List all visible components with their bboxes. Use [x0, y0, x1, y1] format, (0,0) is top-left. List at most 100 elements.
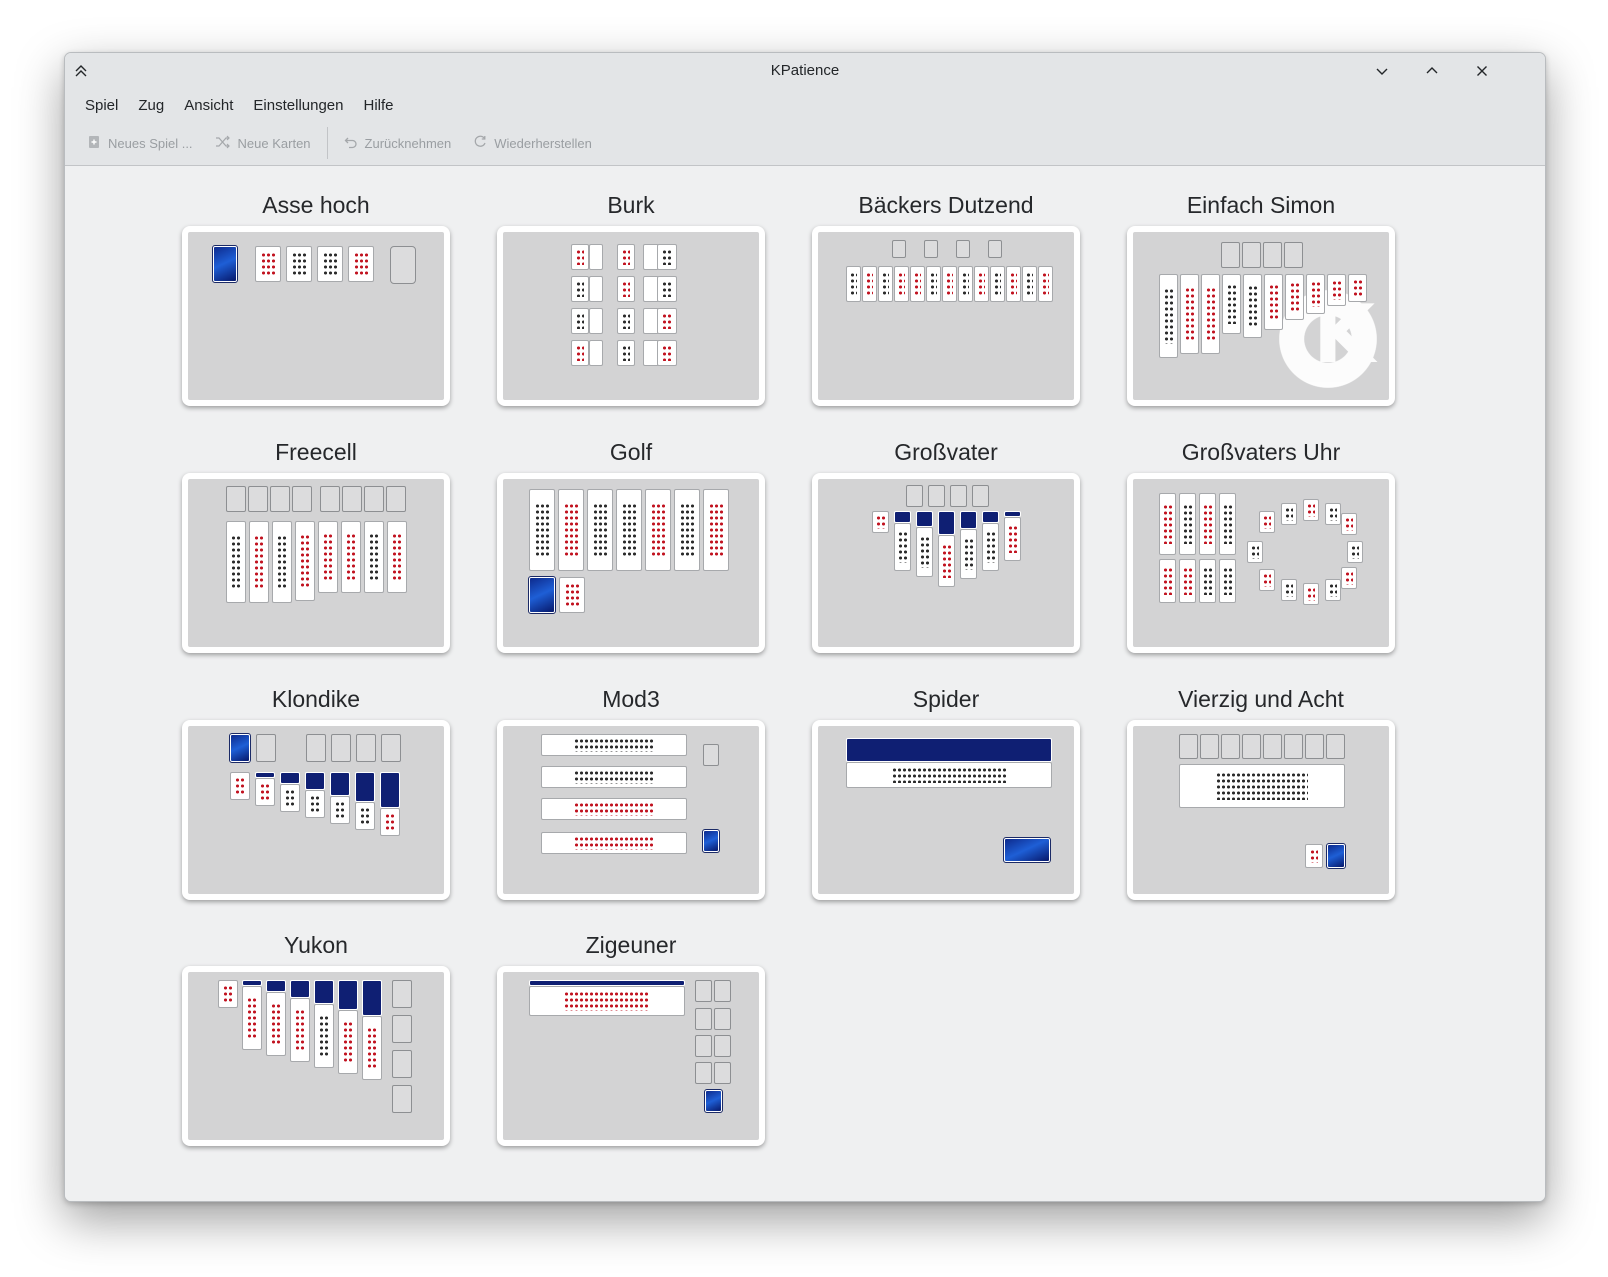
game-tile-freecell[interactable]: Freecell: [182, 437, 450, 653]
game-tile-vierzig-und-acht[interactable]: Vierzig und Acht: [1127, 684, 1395, 900]
game-tile-baeckers-dutzend[interactable]: Bäckers Dutzend: [812, 190, 1080, 406]
card-column: [1179, 493, 1196, 555]
foundation-slot: [1284, 242, 1303, 268]
card-column: [1219, 559, 1236, 603]
stock-card: [229, 733, 251, 763]
card-row: [846, 762, 1052, 788]
card-column: [894, 266, 909, 302]
foundation-slot: [714, 980, 731, 1002]
undo-button[interactable]: Zurücknehmen: [336, 131, 460, 156]
face-down-stack: [314, 980, 334, 1004]
free-cell-slot: [270, 486, 290, 512]
card: [571, 340, 589, 366]
clock-card: [1259, 569, 1275, 591]
game-preview: [1127, 720, 1395, 900]
stock-card: [704, 1089, 723, 1113]
new-game-button[interactable]: Neues Spiel ...: [79, 131, 201, 156]
card-column: [249, 521, 269, 603]
card-row: [541, 832, 687, 854]
game-tile-spider[interactable]: Spider: [812, 684, 1080, 900]
card-column: [1199, 559, 1216, 603]
card-column: [314, 1004, 334, 1068]
face-down-stack: [255, 772, 275, 778]
card-column: [1159, 559, 1176, 603]
stock-card: [528, 576, 556, 614]
stock-card: [212, 245, 238, 283]
foundation-slot: [392, 1050, 412, 1078]
menu-spiel[interactable]: Spiel: [85, 96, 119, 114]
foundation-slot: [1221, 242, 1240, 268]
game-preview: [497, 720, 765, 900]
card-row: [541, 798, 687, 820]
card-column: [1159, 274, 1178, 358]
game-tile-grossvater[interactable]: Großvater: [812, 437, 1080, 653]
game-tile-klondike[interactable]: Klondike: [182, 684, 450, 900]
close-icon[interactable]: [1468, 57, 1496, 85]
game-preview: [812, 473, 1080, 653]
game-title: Einfach Simon: [1186, 192, 1336, 218]
card: [571, 276, 589, 302]
minimize-icon[interactable]: [1368, 57, 1396, 85]
menu-hilfe[interactable]: Hilfe: [363, 96, 394, 114]
empty-slot: [703, 744, 719, 766]
game-title: Zigeuner: [585, 932, 677, 958]
menu-einstellungen[interactable]: Einstellungen: [253, 96, 344, 114]
clock-card: [1341, 567, 1357, 589]
foundation-slot: [331, 734, 351, 762]
foundation-slot: [392, 980, 412, 1008]
card: [330, 796, 350, 824]
card: [380, 808, 400, 836]
card-column: [1199, 493, 1216, 555]
waste-slot: [256, 734, 276, 762]
card-column: [960, 529, 977, 579]
game-tile-grossvaters-uhr[interactable]: Großvaters Uhr: [1127, 437, 1395, 653]
clock-card: [1281, 503, 1297, 525]
card: [571, 244, 589, 270]
foundation-slot: [1221, 734, 1240, 759]
kpatience-window: KPatience Spiel Zug Ansicht Einstellunge…: [64, 52, 1546, 1202]
card-column: [990, 266, 1005, 302]
game-title: Großvaters Uhr: [1181, 439, 1341, 465]
game-preview: [1127, 473, 1395, 653]
new-cards-button[interactable]: Neue Karten: [207, 131, 319, 156]
face-down-stack: [305, 772, 325, 790]
redo-label: Wiederherstellen: [494, 135, 592, 151]
waste-card: [559, 577, 585, 613]
redo-button[interactable]: Wiederherstellen: [465, 131, 600, 156]
card-column: [1222, 274, 1241, 334]
game-tile-einfach-simon[interactable]: Einfach Simon: [1127, 190, 1395, 406]
card-column: [674, 489, 700, 571]
card-column: [1004, 517, 1021, 561]
game-title: Asse hoch: [262, 192, 370, 218]
clock-card: [1303, 583, 1319, 605]
menu-ansicht[interactable]: Ansicht: [184, 96, 234, 114]
card: [657, 340, 677, 366]
maximize-icon[interactable]: [1418, 57, 1446, 85]
foundation-slot: [1305, 734, 1324, 759]
game-tile-zigeuner[interactable]: Zigeuner: [497, 930, 765, 1146]
game-tile-burk[interactable]: Burk: [497, 190, 765, 406]
window-menu-icon[interactable]: [67, 57, 95, 85]
card: [657, 244, 677, 270]
empty-slot: [390, 246, 416, 284]
game-tile-mod3[interactable]: Mod3: [497, 684, 765, 900]
face-down-stack: [894, 511, 911, 523]
game-title: Yukon: [284, 932, 348, 958]
game-preview: [497, 966, 765, 1146]
face-down-stacks: [529, 980, 685, 986]
card-column: [266, 992, 286, 1056]
card-column: [1022, 266, 1037, 302]
card-column: [1285, 274, 1304, 320]
menu-zug[interactable]: Zug: [138, 96, 165, 114]
game-tile-yukon[interactable]: Yukon: [182, 930, 450, 1146]
face-down-stack: [960, 511, 977, 529]
game-tile-asse-hoch[interactable]: Asse hoch: [182, 190, 450, 406]
card: [255, 778, 275, 806]
card-column: [387, 521, 407, 593]
game-tile-golf[interactable]: Golf: [497, 437, 765, 653]
face-down-stack: [266, 980, 286, 992]
card-column: [1159, 493, 1176, 555]
face-down-stack: [290, 980, 310, 998]
game-preview: [182, 720, 450, 900]
menu-bar: Spiel Zug Ansicht Einstellungen Hilfe: [65, 89, 1545, 121]
